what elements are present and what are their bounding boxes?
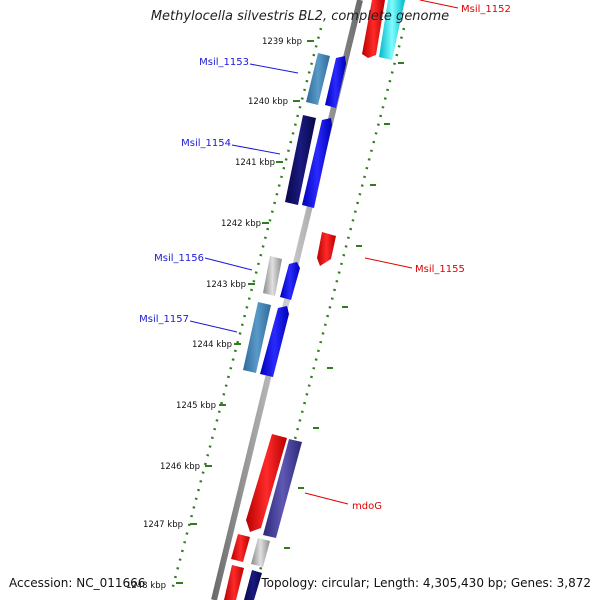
tick-label: 1240 kbp <box>248 97 288 107</box>
gene-label-msil-1157[interactable]: Msil_1157 <box>139 314 189 325</box>
gene-mdog-arrow[interactable] <box>246 434 287 532</box>
tick-label: 1248 kbp <box>126 581 166 591</box>
gene-msil-1152-cds-cyan[interactable] <box>379 0 405 60</box>
gene-cds[interactable] <box>224 565 244 600</box>
ruler-line-left <box>170 27 323 591</box>
gene-label-msil-1153[interactable]: Msil_1153 <box>199 57 249 68</box>
leader-line-mdog <box>304 492 349 505</box>
genome-summary-text: Topology: circular; Length: 4,305,430 bp… <box>261 576 591 590</box>
tick-label: 1239 kbp <box>262 37 302 47</box>
gene-label-msil-1155[interactable]: Msil_1155 <box>415 264 465 275</box>
gene-msil-1154-cds[interactable] <box>285 115 316 205</box>
gene-cds[interactable] <box>251 538 270 567</box>
gene-msil-1153-cds[interactable] <box>306 53 330 105</box>
gene-msil-1152-cds[interactable] <box>362 0 385 58</box>
tick-label: 1247 kbp <box>143 520 183 530</box>
gene-label-mdog[interactable]: mdoG <box>352 501 382 512</box>
tick-label: 1246 kbp <box>160 462 200 472</box>
leader-line-msil-1153 <box>249 63 299 74</box>
gene-msil-1154-arrow[interactable] <box>302 118 332 208</box>
map-title: Methylocella silvestris BL2, complete ge… <box>150 9 450 24</box>
leader-line-msil-1155 <box>364 257 413 269</box>
tick-label: 1241 kbp <box>235 158 275 168</box>
tick-label: 1242 kbp <box>221 219 261 229</box>
leader-line-msil-1156 <box>204 257 253 271</box>
tick-label: 1243 kbp <box>206 280 246 290</box>
tick-label: 1245 kbp <box>176 401 216 411</box>
ruler-ticks <box>176 40 314 584</box>
gene-label-msil-1154[interactable]: Msil_1154 <box>181 138 231 149</box>
accession-text: Accession: NC_011666 <box>9 576 146 590</box>
gene-mdog-cds[interactable] <box>263 439 302 538</box>
gene-msil-1157-cds[interactable] <box>243 302 271 373</box>
leader-line-msil-1157 <box>189 320 238 333</box>
gene-cds[interactable] <box>231 534 250 562</box>
gene-msil-1156-cds[interactable] <box>263 256 282 296</box>
gene-msil-1156-arrow[interactable] <box>280 262 300 300</box>
leader-line-msil-1154 <box>231 144 281 155</box>
tick-label: 1244 kbp <box>192 340 232 350</box>
gene-label-msil-1156[interactable]: Msil_1156 <box>154 253 204 264</box>
gene-label-msil-1152[interactable]: Msil_1152 <box>461 4 511 15</box>
gene-msil-1157-arrow[interactable] <box>260 306 289 377</box>
gene-msil-1153-arrow[interactable] <box>325 56 346 108</box>
gene-msil-1155-arrow[interactable] <box>317 232 336 266</box>
ruler-ticks-right <box>284 62 404 549</box>
leader-line-msil-1152 <box>419 0 459 9</box>
gene-cds[interactable] <box>244 570 262 600</box>
